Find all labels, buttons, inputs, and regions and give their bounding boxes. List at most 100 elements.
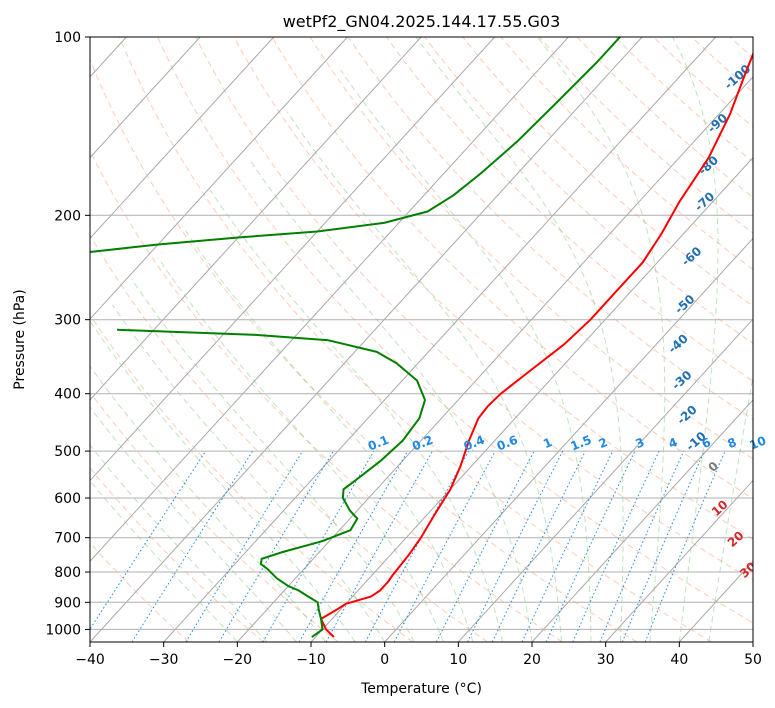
mixing-ratio-line [262, 450, 375, 642]
dry-adiabat-line [576, 37, 753, 198]
y-tick-label: 400 [54, 387, 81, 403]
mixing-ratio-line [364, 450, 470, 642]
dry-adiabat-line [615, 37, 753, 163]
y-tick-label: 500 [54, 444, 81, 460]
x-tick-label: 30 [597, 652, 615, 668]
mixing-ratio-line [467, 450, 564, 642]
moist-adiabat-line [209, 190, 503, 642]
mixing-ratio-line [218, 450, 334, 642]
moist-adiabat-line [181, 225, 474, 642]
mixing-ratio-label: 10 [747, 433, 768, 452]
dry-adiabat-line [90, 391, 339, 642]
moist-adiabats [90, 37, 753, 642]
mixing-ratio-line [131, 450, 254, 642]
isotherm-line [236, 76, 753, 642]
dry-adiabat-line [386, 37, 753, 382]
isotherm-label: 30 [737, 559, 759, 581]
mixing-ratio-label: 8 [726, 435, 739, 451]
mixing-ratio-line [599, 450, 685, 642]
plot-frame [89, 36, 754, 643]
profile-series-line [117, 328, 426, 638]
moist-adiabat-line [90, 365, 327, 642]
x-tick-label: −20 [223, 652, 253, 668]
x-tick-label: 0 [380, 652, 389, 668]
moist-adiabat-line [708, 372, 753, 642]
dry-adiabat-line [462, 37, 753, 307]
moist-adiabat-line [90, 479, 238, 642]
dry-adiabat-line [90, 149, 563, 642]
isotherm-label: -20 [674, 402, 699, 427]
isotherm-line [457, 318, 753, 642]
dry-adiabat-line [195, 37, 753, 582]
isotherm-label: -70 [692, 189, 717, 214]
isotherm-line [90, 37, 643, 642]
mixing-ratio-line [621, 450, 705, 642]
dry-adiabat-line [347, 37, 753, 421]
moist-adiabat-line [339, 69, 592, 642]
mixing-ratio-label: 6 [700, 435, 713, 451]
dry-adiabat-line [90, 467, 264, 642]
moist-adiabat-line [90, 444, 268, 642]
mixing-ratio-line [572, 450, 660, 642]
chart-title: wetPf2_GN04.2025.144.17.55.G03 [283, 12, 561, 32]
isotherm-label: 40 [751, 588, 773, 610]
isotherms [90, 37, 753, 642]
x-tick-label: 20 [523, 652, 541, 668]
isotherm-line [90, 37, 496, 482]
profile-series [90, 37, 753, 638]
dry-adiabat-line [233, 37, 753, 540]
x-tick-label: 10 [449, 652, 467, 668]
moist-adiabat-line [112, 304, 386, 642]
dry-adiabat-line [90, 542, 190, 642]
mixing-ratio-line [521, 450, 614, 642]
mixing-ratio-line [491, 450, 586, 642]
y-tick-label: 1000 [45, 622, 81, 638]
y-tick-label: 100 [54, 30, 81, 46]
isotherm-label: 0 [706, 459, 722, 475]
isotherm-label: -40 [665, 331, 690, 356]
isotherm-line [163, 37, 717, 642]
isotherm-line [90, 37, 201, 159]
isotherm-line [384, 237, 753, 642]
profile-series-line [320, 51, 753, 638]
dry-adiabat-line [157, 37, 753, 624]
mixing-ratio-line [298, 450, 409, 642]
moist-adiabat-line [157, 257, 445, 642]
moist-adiabat-line [672, 37, 719, 642]
isotherm-label: 10 [709, 497, 731, 519]
dry-adiabat-line [118, 37, 712, 642]
y-axis-ticks: 1000 900 800 700 600 500 400 300 200 100 [45, 30, 90, 638]
dry-adiabat-line [424, 37, 753, 344]
dry-adiabats [90, 37, 753, 642]
isotherm-line [90, 37, 569, 562]
isotherm-line [90, 37, 275, 240]
x-axis-title: Temperature (°C) [360, 681, 482, 697]
x-axis-ticks: −40 −30 −20 −10 0 10 20 30 40 50 [75, 642, 762, 668]
mixing-ratio-line [393, 450, 496, 642]
x-tick-label: 50 [744, 652, 762, 668]
mixing-ratio-label: 0.1 [366, 433, 391, 454]
moist-adiabat-line [415, 37, 624, 642]
mixing-ratio-line [325, 450, 433, 642]
mixing-ratio-line [545, 450, 636, 642]
y-tick-label: 800 [54, 565, 81, 581]
moist-adiabat-line [286, 111, 562, 642]
isotherm-line [90, 37, 348, 320]
isotherm-line [310, 156, 753, 642]
isotherm-label: 20 [725, 528, 747, 550]
dry-adiabat-line [271, 37, 753, 500]
isotherm-label: -60 [679, 244, 704, 269]
isotherm-line [752, 641, 753, 642]
x-tick-label: −30 [149, 652, 179, 668]
isotherm-line [90, 37, 422, 401]
moist-adiabat-line [90, 322, 356, 642]
mixing-ratio-label: 0.2 [410, 433, 435, 454]
mixing-ratio-line [185, 450, 304, 642]
isotherm-line [531, 399, 753, 642]
mixing-ratio-label: 2 [597, 435, 610, 451]
y-tick-label: 200 [54, 208, 81, 224]
y-tick-label: 900 [54, 595, 81, 611]
dry-adiabat-line [691, 37, 753, 93]
